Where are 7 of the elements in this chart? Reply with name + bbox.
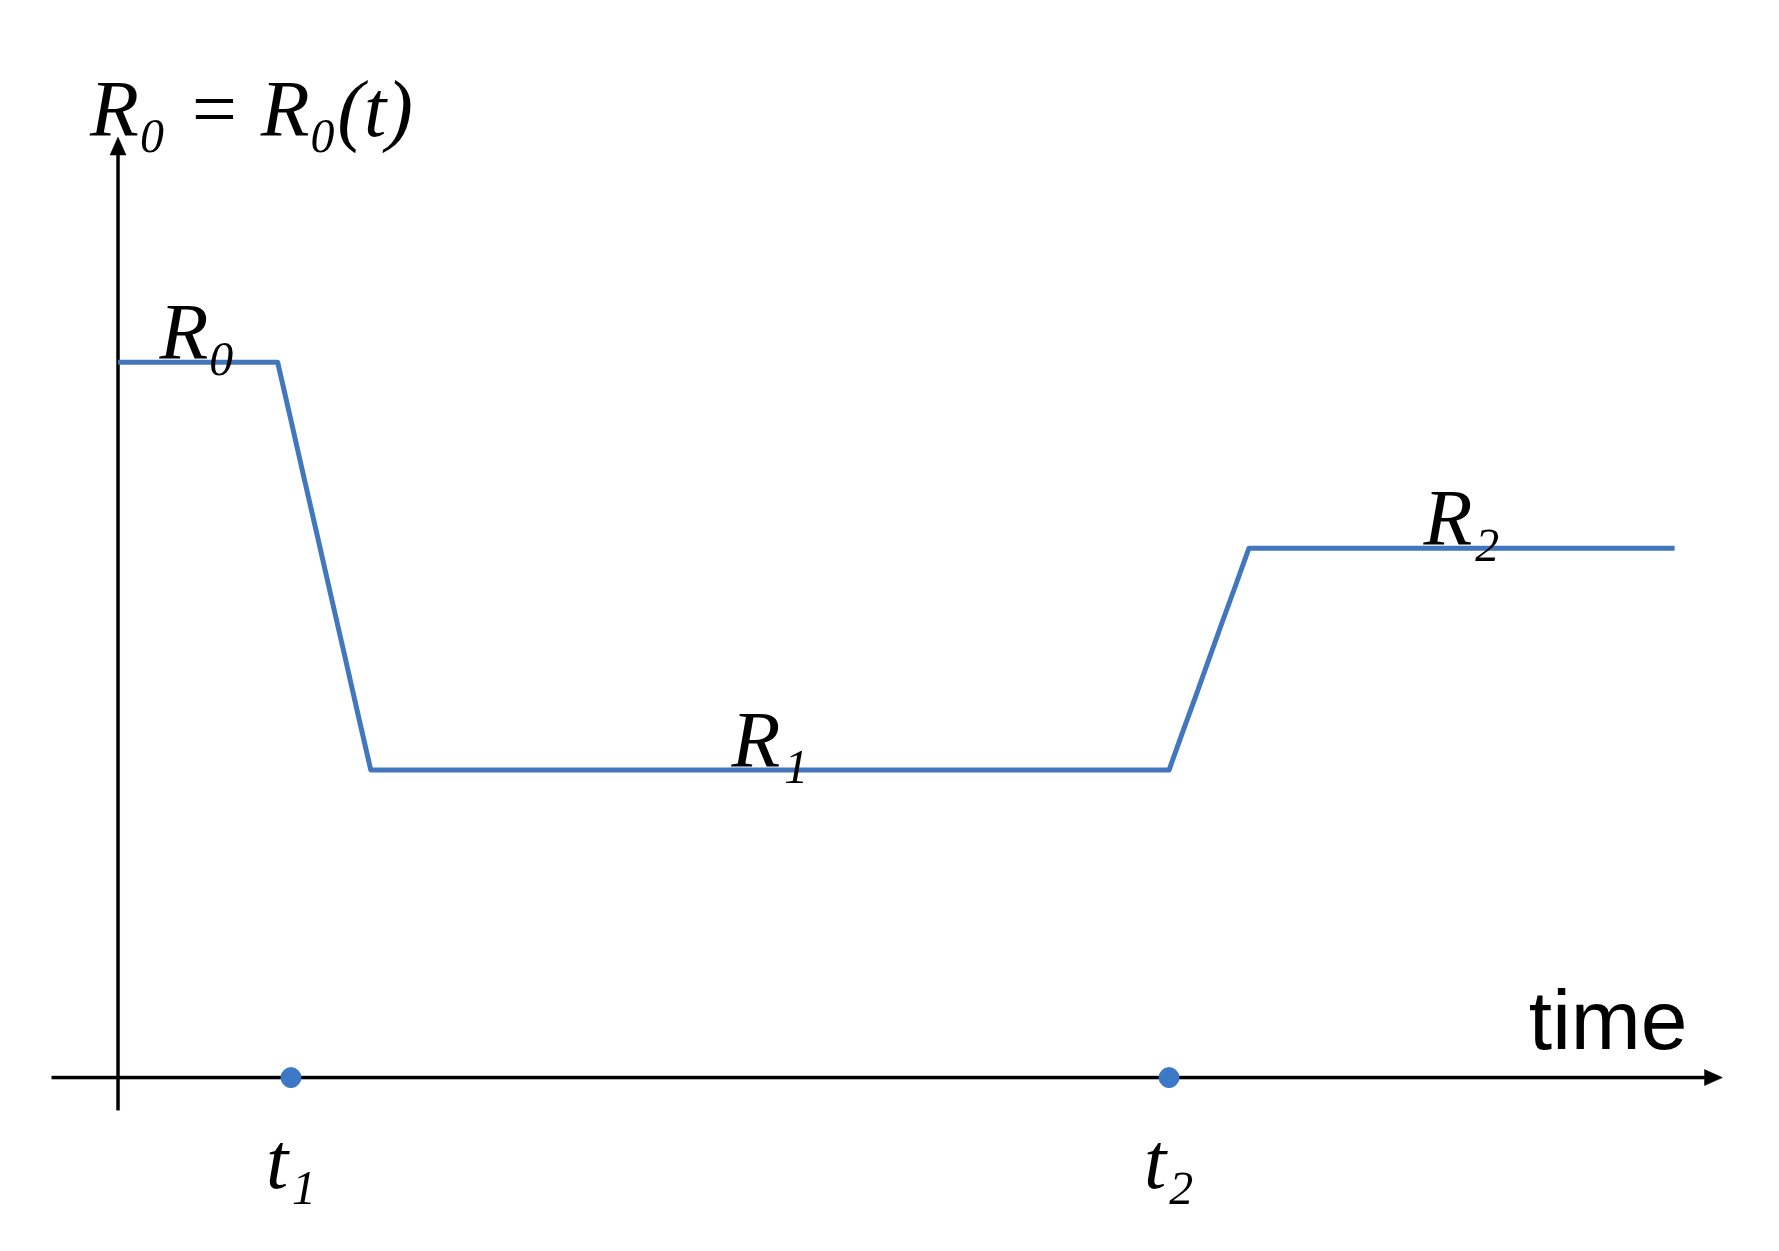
y-axis-title: R₀ = R₀(t)	[89, 65, 413, 155]
x-axis-title: time	[1528, 972, 1688, 1067]
annotation: R₀	[158, 288, 237, 377]
x-tick-label: t₂	[1144, 1116, 1195, 1205]
x-tick-label: t₁	[265, 1116, 316, 1205]
annotation: R₂	[1422, 474, 1501, 563]
annotation: R₁	[730, 696, 809, 785]
